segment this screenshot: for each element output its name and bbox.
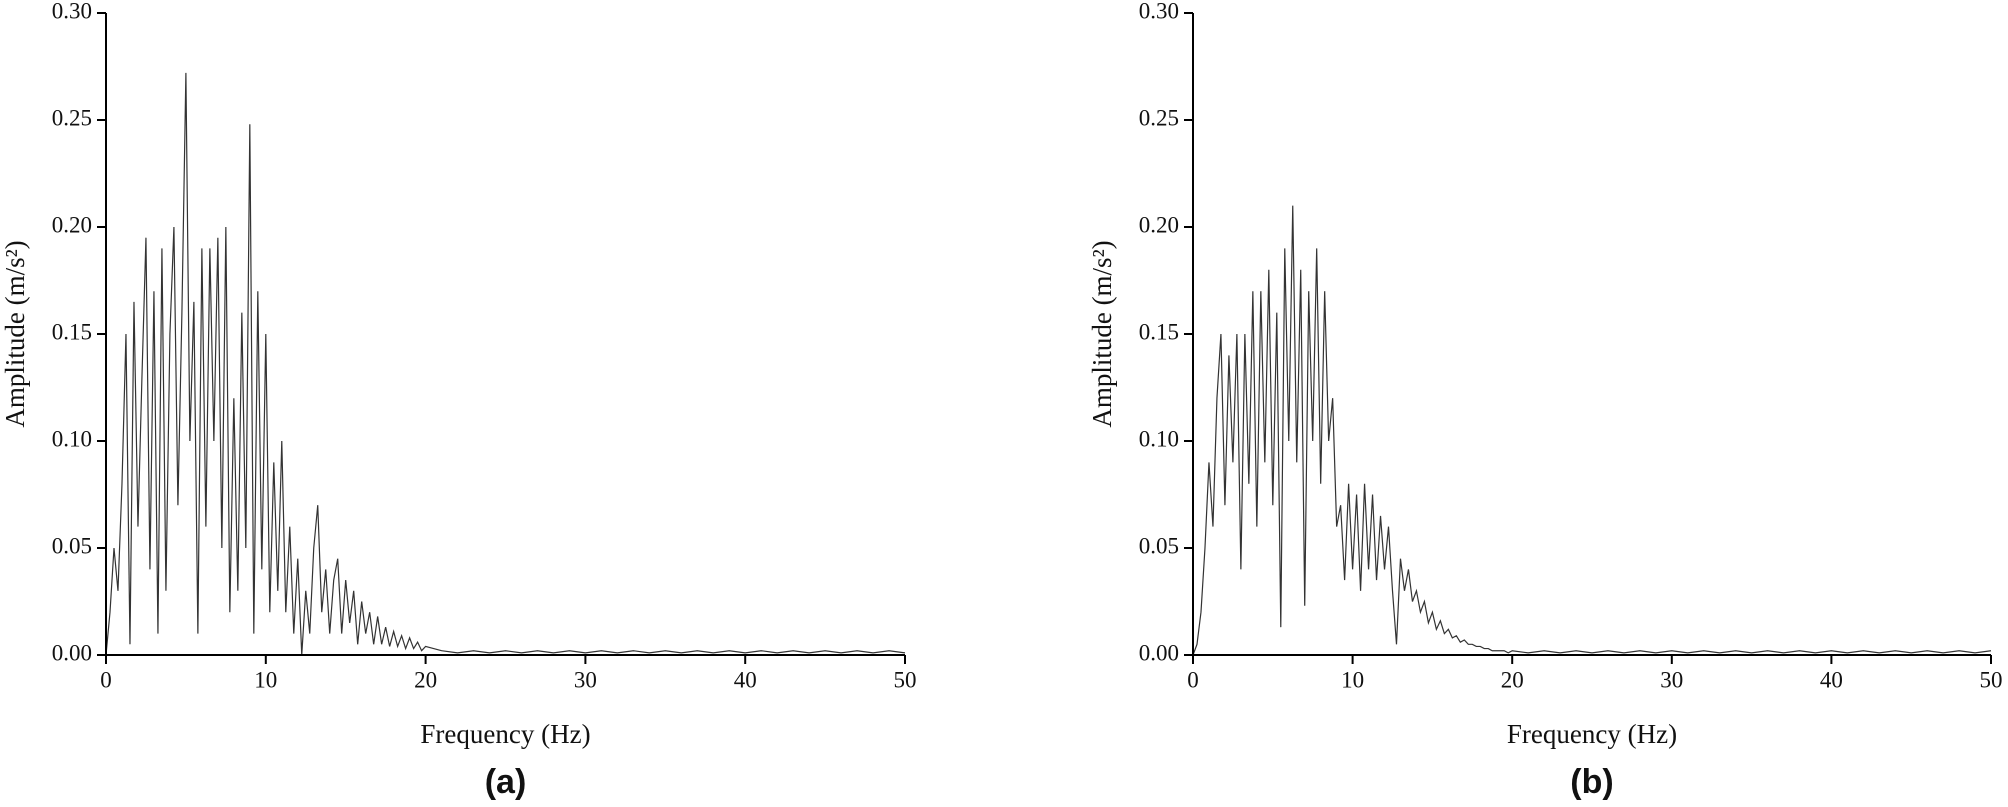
panel-label: (a) (485, 763, 527, 801)
y-tick-label: 0.25 (1139, 105, 1179, 130)
x-tick-label: 10 (1341, 667, 1364, 692)
x-tick-label: 40 (1820, 667, 1843, 692)
x-axis-title: Frequency (Hz) (1507, 719, 1677, 749)
y-tick-label: 0.05 (52, 533, 92, 558)
x-tick-label: 10 (254, 667, 277, 692)
x-tick-label: 0 (1187, 667, 1199, 692)
x-axis-title: Frequency (Hz) (420, 719, 590, 749)
y-tick-label: 0.15 (1139, 319, 1179, 344)
y-axis-title: Amplitude (m/s²) (0, 240, 30, 427)
x-tick-label: 40 (734, 667, 757, 692)
x-tick-label: 30 (574, 667, 597, 692)
y-tick-label: 0.15 (52, 319, 92, 344)
panel-label: (b) (1570, 763, 1613, 801)
x-tick-label: 50 (894, 667, 917, 692)
y-tick-label: 0.10 (1139, 426, 1179, 451)
x-tick-label: 30 (1660, 667, 1683, 692)
y-tick-label: 0.05 (1139, 533, 1179, 558)
x-tick-label: 50 (1980, 667, 2003, 692)
y-tick-label: 0.20 (52, 212, 92, 237)
y-tick-label: 0.00 (1139, 640, 1179, 665)
x-tick-label: 20 (414, 667, 437, 692)
y-tick-label: 0.20 (1139, 212, 1179, 237)
x-tick-label: 20 (1501, 667, 1524, 692)
y-tick-label: 0.10 (52, 426, 92, 451)
y-tick-label: 0.00 (52, 640, 92, 665)
y-tick-label: 0.30 (1139, 0, 1179, 23)
y-axis-title: Amplitude (m/s²) (1087, 240, 1117, 427)
spectrum-line (1192, 205, 1992, 656)
x-tick-label: 0 (100, 667, 112, 692)
y-tick-label: 0.30 (52, 0, 92, 23)
spectrum-line (105, 72, 906, 656)
y-tick-label: 0.25 (52, 105, 92, 130)
